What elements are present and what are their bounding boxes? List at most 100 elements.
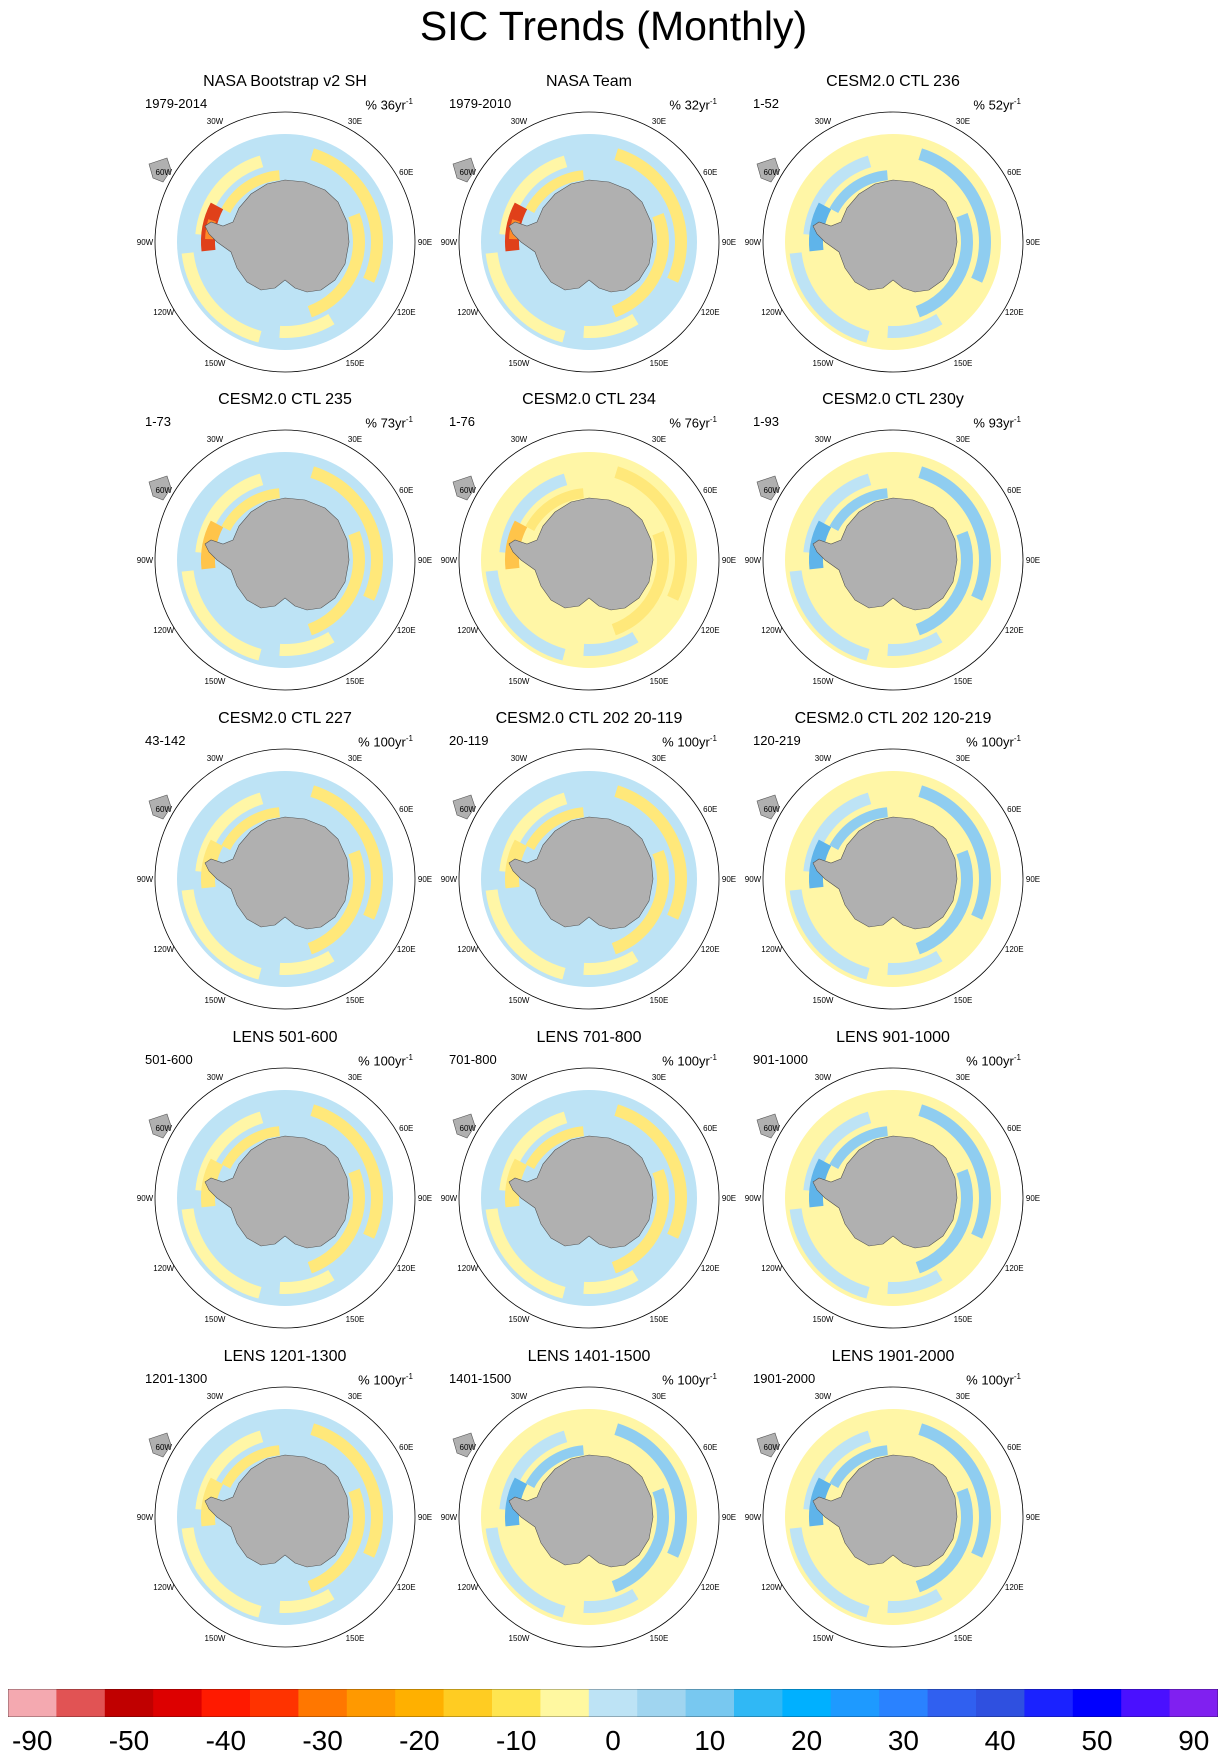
longitude-label: 30W: [207, 435, 224, 444]
trend-band: [195, 155, 264, 236]
panel-title: CESM2.0 CTL 202 20-119: [495, 710, 683, 727]
south-america-land: [452, 157, 476, 183]
trend-band: [485, 252, 566, 343]
longitude-label: 90W: [441, 1194, 458, 1203]
colorbar-swatch: [927, 1689, 977, 1717]
longitude-label: 60E: [399, 168, 413, 177]
trend-band: [181, 1527, 262, 1618]
colorbar-tick-label: -90: [11, 1725, 53, 1756]
polar-map: 030E60E90E120E150E180150W120W90W60W30W: [137, 429, 432, 691]
longitude-label: 120E: [397, 308, 416, 317]
panel-years: 1-73: [145, 414, 172, 429]
longitude-label: 30W: [207, 117, 224, 126]
sea-ice-field: [148, 771, 393, 987]
panel-years: 1-93: [753, 414, 780, 429]
trend-band: [829, 1445, 888, 1488]
longitude-label: 120E: [1005, 1583, 1024, 1592]
panel-years: 1979-2010: [449, 96, 512, 111]
colorbar-tick-label: -50: [108, 1725, 150, 1756]
longitude-label: 150W: [813, 359, 834, 368]
trend-band: [307, 213, 365, 318]
colorbar-swatch: [1169, 1689, 1218, 1717]
polar-map: 030E60E90E120E150E180150W120W90W60W30W: [137, 748, 432, 1010]
colorbar-swatch: [8, 1689, 57, 1717]
trend-band: [829, 1126, 888, 1169]
colorbar-tick-label: -10: [495, 1725, 537, 1756]
panel-title: CESM2.0 CTL 234: [522, 391, 656, 408]
longitude-label: 30W: [815, 754, 832, 763]
longitude-label: 60E: [399, 805, 413, 814]
longitude-label: 30E: [652, 435, 666, 444]
trend-band: [614, 1104, 687, 1239]
colorbar-swatch: [250, 1689, 299, 1717]
longitude-label: 60W: [764, 805, 781, 814]
polar-map: 030E60E90E120E150E180150W120W90W60W30W: [137, 1386, 432, 1648]
trend-band: [789, 570, 870, 661]
antarctica-land: [508, 1454, 654, 1568]
trend-band: [915, 213, 973, 318]
trend-band: [614, 1423, 687, 1558]
trend-band: [611, 850, 669, 955]
trend-band: [525, 1126, 584, 1169]
trend-band: [887, 631, 943, 656]
colorbar-swatch: [879, 1689, 929, 1717]
longitude-label: 30E: [652, 117, 666, 126]
colorbar-tick-label: -20: [399, 1725, 440, 1756]
longitude-label: 30W: [207, 1073, 224, 1082]
sea-ice-field: [452, 452, 697, 668]
trend-band: [583, 950, 639, 975]
trend-band: [525, 807, 584, 850]
colorbar-swatch: [1024, 1689, 1074, 1717]
panel-units: % 73yr-1: [365, 415, 413, 431]
colorbar-tick-label: 50: [1081, 1725, 1113, 1756]
longitude-label: 150W: [205, 1315, 226, 1324]
south-america-land: [148, 475, 172, 501]
trend-band: [915, 1169, 973, 1274]
longitude-label: 90W: [441, 1513, 458, 1522]
longitude-label: 150W: [509, 1634, 530, 1643]
longitude-label: 60E: [703, 805, 717, 814]
longitude-label: 150W: [509, 1315, 530, 1324]
colorbar-swatch: [492, 1689, 541, 1717]
polar-map: 030E60E90E120E150E180150W120W90W60W30W: [745, 429, 1040, 691]
trend-band: [803, 792, 872, 873]
longitude-label: 120E: [397, 945, 416, 954]
trend-band: [499, 473, 568, 554]
longitude-label: 90W: [441, 238, 458, 247]
south-america-land: [452, 1432, 476, 1458]
longitude-label: 30W: [815, 435, 832, 444]
polar-map: 030E60E90E120E150E180150W120W90W60W30W: [745, 748, 1040, 1010]
longitude-label: 120W: [153, 308, 174, 317]
south-america-land: [148, 157, 172, 183]
colorbar-tick-label: 90: [1178, 1725, 1210, 1756]
panel-title: LENS 901-1000: [836, 1029, 950, 1046]
longitude-label: 90W: [441, 875, 458, 884]
trend-band: [307, 1488, 365, 1593]
trend-band: [829, 170, 888, 213]
longitude-label: 90E: [418, 238, 432, 247]
longitude-label: 150W: [205, 677, 226, 686]
longitude-label: 30E: [348, 117, 362, 126]
longitude-label: 120E: [701, 945, 720, 954]
longitude-label: 120W: [153, 1264, 174, 1273]
longitude-label: 30E: [348, 435, 362, 444]
sea-ice-field: [452, 1090, 697, 1306]
longitude-label: 60W: [156, 1124, 173, 1133]
panel-units: % 93yr-1: [973, 415, 1021, 431]
longitude-label: 150E: [954, 359, 973, 368]
longitude-label: 90E: [1026, 1194, 1040, 1203]
antarctica-land: [812, 1135, 958, 1249]
longitude-label: 120W: [457, 626, 478, 635]
polar-map: 030E60E90E120E150E180150W120W90W60W30W: [441, 1386, 736, 1648]
longitude-label: 60E: [703, 486, 717, 495]
colorbar-swatch: [540, 1689, 590, 1717]
panel-title: LENS 501-600: [232, 1029, 338, 1046]
longitude-label: 150W: [813, 677, 834, 686]
panel-years: 120-219: [753, 733, 801, 748]
panel-years: 20-119: [449, 733, 489, 748]
trend-band: [789, 1527, 870, 1618]
sea-ice-field: [756, 1090, 1001, 1306]
sea-ice-field: [452, 1409, 697, 1625]
